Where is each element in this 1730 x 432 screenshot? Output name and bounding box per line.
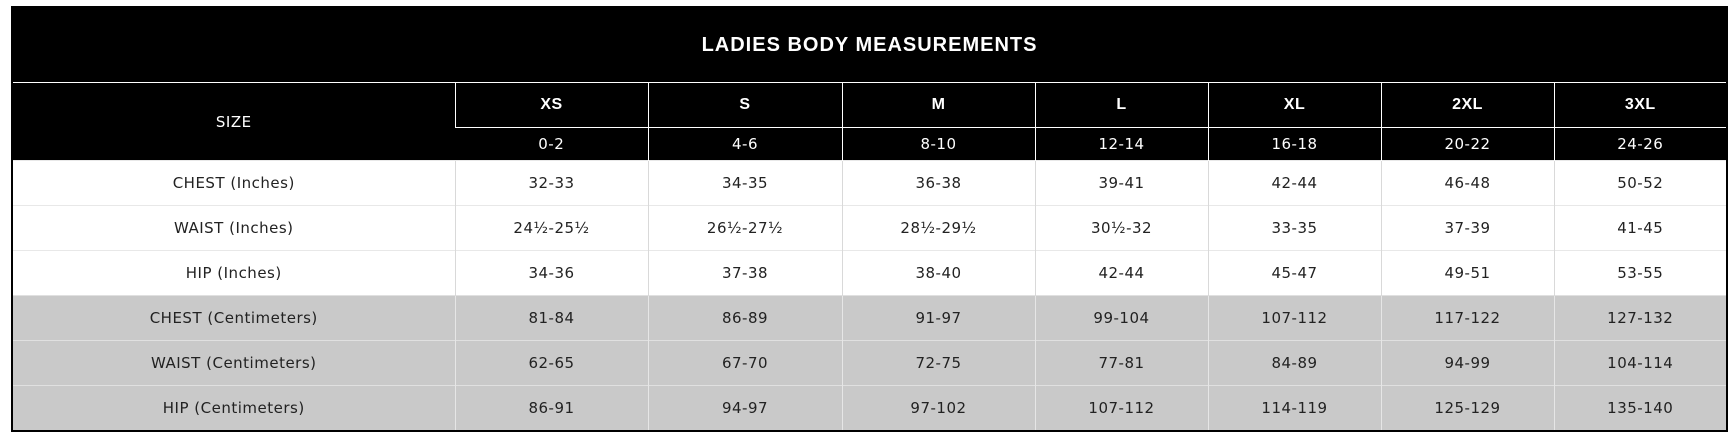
measurement-cell: 32-33 bbox=[454, 160, 648, 206]
measurement-cell: 104-114 bbox=[1553, 340, 1728, 386]
measurement-cell: 34-35 bbox=[647, 160, 842, 206]
measurement-cell: 99-104 bbox=[1034, 295, 1208, 341]
measurement-cell: 77-81 bbox=[1034, 340, 1208, 386]
range-header: 8-10 bbox=[841, 127, 1035, 161]
measurement-cell: 37-38 bbox=[647, 250, 842, 296]
measurement-cell: 49-51 bbox=[1380, 250, 1554, 296]
measurement-row: CHEST (Centimeters) 81-84 86-89 91-97 99-104… bbox=[12, 295, 1728, 341]
range-header: 0-2 bbox=[455, 127, 648, 161]
measurement-cell: 86-89 bbox=[647, 295, 842, 341]
measurement-cell: 50-52 bbox=[1553, 160, 1728, 206]
measurement-cell: 33-35 bbox=[1207, 205, 1381, 251]
row-label: WAIST (Centimeters) bbox=[12, 340, 455, 386]
measurement-cell: 84-89 bbox=[1207, 340, 1381, 386]
measurement-cell: 86-91 bbox=[454, 385, 648, 431]
table-head: LADIES BODY MEASUREMENTS SIZE XS S M L XL 2XL… bbox=[12, 7, 1728, 161]
measurement-cell: 97-102 bbox=[841, 385, 1035, 431]
measurement-cell: 114-119 bbox=[1207, 385, 1381, 431]
table-body: CHEST (Inches) 32-33 34-35 36-38 39-41 42-44 4… bbox=[12, 160, 1728, 431]
range-header: 16-18 bbox=[1207, 127, 1381, 161]
table-title: LADIES BODY MEASUREMENTS bbox=[12, 7, 1728, 83]
measurement-cell: 34-36 bbox=[454, 250, 648, 296]
measurement-cell: 117-122 bbox=[1380, 295, 1554, 341]
range-header: 24-26 bbox=[1553, 127, 1728, 161]
measurement-row: CHEST (Inches) 32-33 34-35 36-38 39-41 42-44 4… bbox=[12, 160, 1728, 206]
measurement-cell: 94-97 bbox=[647, 385, 842, 431]
measurement-row: WAIST (Inches) 24½-25½ 26½-27½ 28½-29½ 30½-3… bbox=[12, 205, 1728, 251]
size-header: L bbox=[1034, 82, 1208, 128]
measurement-cell: 42-44 bbox=[1207, 160, 1381, 206]
measurement-cell: 107-112 bbox=[1034, 385, 1208, 431]
measurement-cell: 46-48 bbox=[1380, 160, 1554, 206]
size-header: XS bbox=[454, 82, 648, 128]
measurement-cell: 36-38 bbox=[841, 160, 1035, 206]
size-header: 3XL bbox=[1553, 82, 1728, 128]
range-row: 0-2 4-6 8-10 12-14 16-18 20-22 24-26 bbox=[12, 127, 1728, 161]
size-header: M bbox=[841, 82, 1035, 128]
measurement-cell: 81-84 bbox=[454, 295, 648, 341]
range-header: 4-6 bbox=[647, 127, 842, 161]
measurement-cell: 135-140 bbox=[1553, 385, 1728, 431]
measurement-cell: 127-132 bbox=[1553, 295, 1728, 341]
measurement-cell: 41-45 bbox=[1553, 205, 1728, 251]
measurement-cell: 26½-27½ bbox=[647, 205, 842, 251]
size-header: 2XL bbox=[1380, 82, 1554, 128]
measurement-cell: 94-99 bbox=[1380, 340, 1554, 386]
measurement-row: HIP (Inches) 34-36 37-38 38-40 42-44 45-47 49-… bbox=[12, 250, 1728, 296]
row-label: WAIST (Inches) bbox=[12, 205, 455, 251]
row-label: HIP (Inches) bbox=[12, 250, 455, 296]
row-label: CHEST (Inches) bbox=[12, 160, 455, 206]
measurement-cell: 107-112 bbox=[1207, 295, 1381, 341]
size-row: SIZE XS S M L XL 2XL 3XL bbox=[12, 82, 1728, 161]
measurement-cell: 67-70 bbox=[647, 340, 842, 386]
range-header: 12-14 bbox=[1034, 127, 1208, 161]
measurement-cell: 42-44 bbox=[1034, 250, 1208, 296]
size-header: XL bbox=[1207, 82, 1381, 128]
measurement-cell: 24½-25½ bbox=[454, 205, 648, 251]
measurement-cell: 45-47 bbox=[1207, 250, 1381, 296]
measurement-cell: 38-40 bbox=[841, 250, 1035, 296]
range-header: 20-22 bbox=[1380, 127, 1554, 161]
measurement-cell: 72-75 bbox=[841, 340, 1035, 386]
measurement-cell: 125-129 bbox=[1380, 385, 1554, 431]
measurement-cell: 28½-29½ bbox=[841, 205, 1035, 251]
row-label: CHEST (Centimeters) bbox=[12, 295, 455, 341]
measurement-cell: 91-97 bbox=[841, 295, 1035, 341]
measurement-cell: 30½-32 bbox=[1034, 205, 1208, 251]
measurement-cell: 62-65 bbox=[454, 340, 648, 386]
measurement-row: WAIST (Centimeters) 62-65 67-70 72-75 77-81 8… bbox=[12, 340, 1728, 386]
measurement-cell: 53-55 bbox=[1553, 250, 1728, 296]
row-label: HIP (Centimeters) bbox=[12, 385, 455, 431]
measurement-cell: 37-39 bbox=[1380, 205, 1554, 251]
size-header: S bbox=[647, 82, 842, 128]
size-chart: LADIES BODY MEASUREMENTS SIZE XS S M L XL 2XL… bbox=[11, 6, 1729, 432]
measurement-cell: 39-41 bbox=[1034, 160, 1208, 206]
measurement-row: HIP (Centimeters) 86-91 94-97 97-102 107-112… bbox=[12, 385, 1728, 431]
size-label: SIZE bbox=[12, 82, 455, 161]
